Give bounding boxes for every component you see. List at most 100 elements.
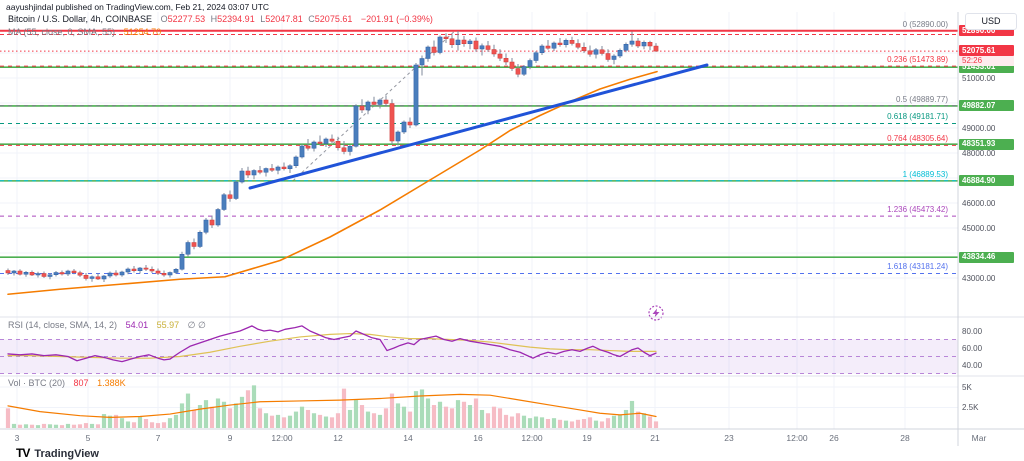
volume-bar <box>77 424 83 428</box>
volume-bar <box>347 409 353 428</box>
candle-body <box>437 36 443 53</box>
candle-body <box>305 145 311 149</box>
candle-body <box>503 58 509 63</box>
event-marker-icon[interactable] <box>648 305 664 321</box>
candle-body <box>257 170 263 173</box>
candle-body <box>623 44 629 51</box>
price-level-badge: 43834.46 <box>959 251 1014 263</box>
volume-bar <box>89 423 95 428</box>
volume-bar <box>377 414 383 428</box>
volume-bar <box>35 425 41 428</box>
candle-body <box>353 105 359 147</box>
volume-bar <box>599 421 605 428</box>
volume-bar <box>641 413 647 428</box>
candle-body <box>341 147 347 152</box>
volume-bar <box>575 419 581 428</box>
volume-bar <box>233 403 239 428</box>
volume-bar <box>71 424 77 428</box>
candle-body <box>119 271 125 276</box>
volume-bar <box>593 420 599 428</box>
volume-bar <box>203 400 209 428</box>
rsi-ma-value: 55.97 <box>156 320 180 330</box>
low-value: 52047.81 <box>265 14 303 24</box>
rsi-legend[interactable]: RSI (14, close, SMA, 14, 2) 54.01 55.97 … <box>8 320 206 331</box>
candle-body <box>599 49 605 54</box>
volume-bar <box>341 388 347 428</box>
volume-axis-label: 2.5K <box>962 403 979 412</box>
price-level-badge: 52890.00 <box>959 25 1014 37</box>
time-axis-label: 26 <box>829 433 839 443</box>
volume-bar <box>281 417 287 428</box>
publish-header: aayushjindal published on TradingView.co… <box>6 2 270 12</box>
volume-axis-label: 5K <box>962 382 972 392</box>
high-label: H <box>210 14 218 24</box>
volume-bar <box>293 411 299 428</box>
volume-bar <box>287 415 293 428</box>
volume-legend[interactable]: Vol · BTC (20) 807 1.388K <box>8 378 126 388</box>
currency-button[interactable]: USD <box>965 13 1017 30</box>
volume-bar <box>257 408 263 428</box>
candle-body <box>641 42 647 47</box>
candle-body <box>167 272 173 276</box>
high-value: 52394.91 <box>217 14 255 24</box>
candle-body <box>413 64 419 126</box>
volume-bar <box>611 415 617 428</box>
volume-bar <box>647 416 653 428</box>
candle-body <box>431 46 437 53</box>
candle-body <box>563 40 569 45</box>
tradingview-brand[interactable]: TradingView <box>34 448 99 460</box>
candle-body <box>47 274 53 277</box>
candle-body <box>299 145 305 158</box>
volume-bar <box>455 400 461 428</box>
candle-body <box>317 141 323 144</box>
volume-bar <box>125 421 131 428</box>
open-value: 52277.53 <box>167 14 206 24</box>
candle-body <box>251 170 257 176</box>
price-scale[interactable]: 51000.00 49000.00 48000.00 46000.00 45000.00… <box>958 12 1024 429</box>
candle-body <box>533 52 539 61</box>
volume-bar <box>389 393 395 428</box>
candle-body <box>17 270 23 275</box>
candle-body <box>221 194 227 210</box>
volume-bar <box>407 411 413 428</box>
time-axis-label: 12:00 <box>521 433 543 443</box>
time-axis-label: 9 <box>227 433 233 443</box>
tradingview-logo-icon[interactable]: TV <box>16 446 30 460</box>
candle-body <box>359 105 365 111</box>
time-axis-label: 3 <box>14 433 20 443</box>
volume-bar <box>491 406 497 428</box>
candle-body <box>5 270 11 274</box>
volume-bar <box>539 417 545 428</box>
candle-body <box>89 276 95 279</box>
volume-bar <box>101 414 107 428</box>
candle-body <box>605 53 611 60</box>
volume-bar <box>17 424 23 428</box>
volume-bar <box>413 391 419 428</box>
candle-body <box>35 273 41 276</box>
candle-body <box>515 68 521 75</box>
price-axis-label: 49000.00 <box>962 123 996 133</box>
price-level-badge: 46884.90 <box>959 175 1014 187</box>
time-axis-label: 28 <box>900 433 910 443</box>
volume-bar <box>227 408 233 428</box>
volume-bar <box>155 423 161 428</box>
candle-body <box>575 43 581 48</box>
rsi-axis-label: 80.00 <box>962 326 983 336</box>
price-axis-label: 43000.00 <box>962 273 996 283</box>
candle-body <box>209 219 215 226</box>
time-scale[interactable]: 3 5 7 9 12:00 12 14 16 12:00 19 21 23 12:00 26 28 Mar <box>0 429 1024 446</box>
ma-legend[interactable]: MA (55, close, 0, SMA, 55) 51254.70 <box>8 27 161 37</box>
candle-body <box>11 270 17 274</box>
volume-bar <box>425 398 431 428</box>
volume-bar <box>239 396 245 428</box>
symbol-legend[interactable]: Bitcoin / U.S. Dollar, 4h, COINBASE O522… <box>8 14 433 24</box>
candle-body <box>329 138 335 142</box>
candle-body <box>149 269 155 272</box>
candle-body <box>269 168 275 171</box>
volume-ma-value: 1.388K <box>97 378 126 388</box>
ma-label: MA (55, close, 0, SMA, 55) <box>8 27 116 37</box>
time-axis-label: 12 <box>333 433 343 443</box>
candle-body <box>497 53 503 59</box>
candle-body <box>569 40 575 44</box>
